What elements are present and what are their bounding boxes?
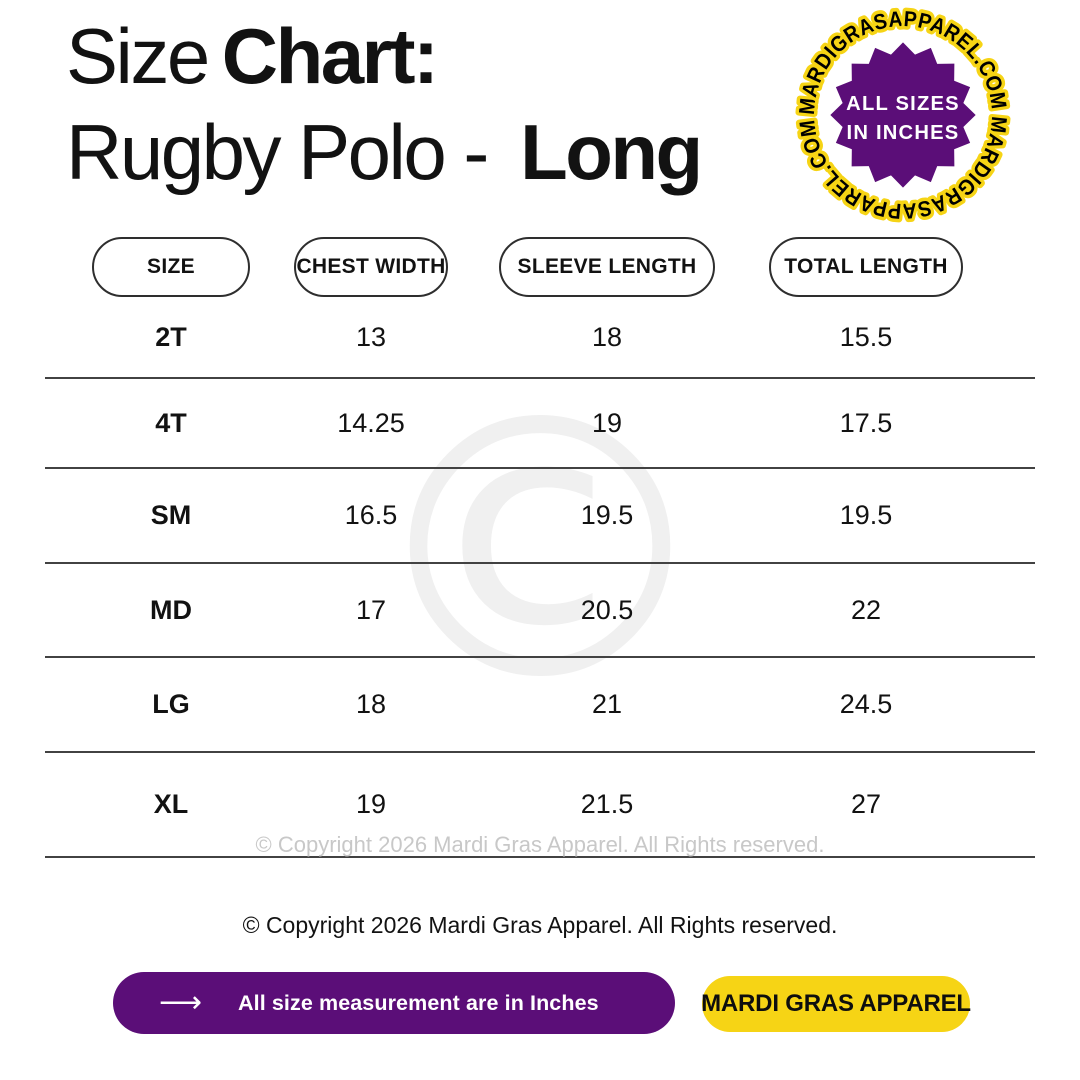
size-table: SIZE CHEST WIDTH SLEEVE LENGTH TOTAL LEN… bbox=[45, 237, 1035, 858]
header-chest-width: CHEST WIDTH bbox=[294, 237, 448, 297]
table-row-xl: XL 19 21.5 27 bbox=[45, 753, 1035, 858]
title-line-2: Rugby Polo - Long bbox=[66, 108, 703, 196]
copyright-watermark-icon: © bbox=[360, 342, 720, 761]
header-sleeve-length: SLEEVE LENGTH bbox=[445, 237, 769, 297]
brand-label: MARDI GRAS APPAREL bbox=[701, 990, 971, 1017]
table-header-row: SIZE CHEST WIDTH SLEEVE LENGTH TOTAL LEN… bbox=[45, 237, 1035, 297]
footer-copyright-text: © Copyright 2026 Mardi Gras Apparel. All… bbox=[242, 912, 838, 938]
watermark-copyright-text: © Copyright 2026 Mardi Gras Apparel. All… bbox=[255, 832, 825, 857]
badge-starburst-seal bbox=[830, 42, 976, 188]
right-arrow-icon: ⟶ bbox=[159, 985, 203, 1020]
table-row-lg: LG 18 21 24.5 bbox=[45, 658, 1035, 753]
page-title: Size Chart: Rugby Polo - Long bbox=[66, 8, 703, 200]
title-line-1: Size Chart: bbox=[66, 12, 439, 100]
table-row-4t: 4T 14.25 19 17.5 bbox=[45, 379, 1035, 469]
all-sizes-badge: MARDIGRASAPPAREL.COM MARDIGRASAPPAREL.CO… bbox=[794, 6, 1012, 224]
size-note-button[interactable]: ⟶ All size measurement are in Inches bbox=[113, 972, 675, 1034]
table-row-2t: 2T 13 18 15.5 bbox=[45, 297, 1035, 379]
size-note-label: All size measurement are in Inches bbox=[238, 990, 599, 1015]
table-row-sm: SM 16.5 19.5 19.5 bbox=[45, 469, 1035, 564]
header-size: SIZE bbox=[45, 237, 297, 297]
table-row-md: MD 17 20.5 22 bbox=[45, 564, 1035, 658]
badge-center-line2: IN INCHES bbox=[847, 122, 960, 144]
header-total-length: TOTAL LENGTH bbox=[769, 237, 963, 297]
badge-center-line1: ALL SIZES bbox=[846, 93, 960, 115]
brand-button[interactable]: MARDI GRAS APPAREL bbox=[701, 976, 971, 1032]
